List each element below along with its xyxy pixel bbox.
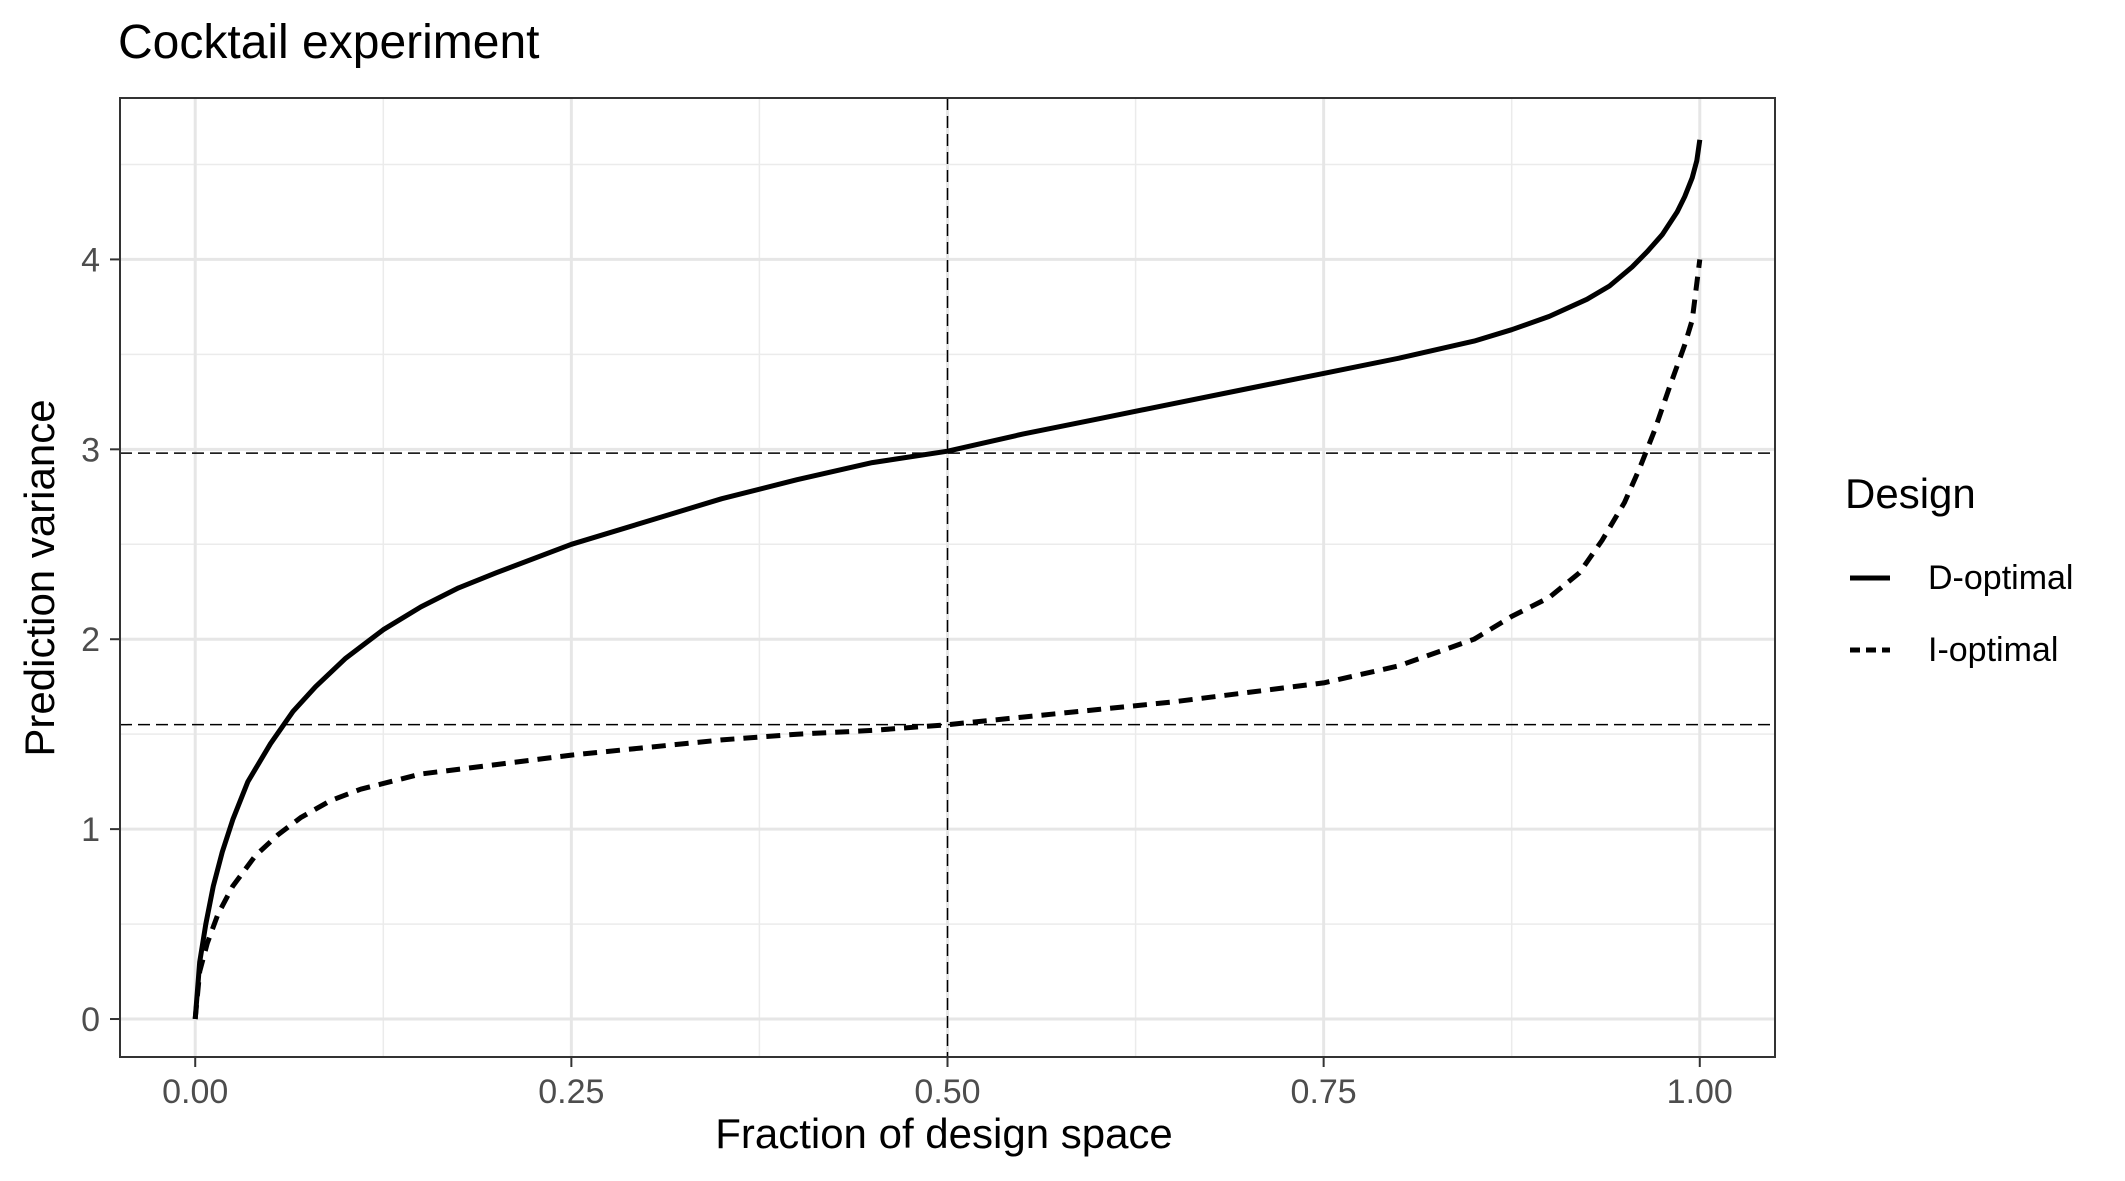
series-line-d-optimal	[192, 139, 1703, 1020]
y-tick-label: 2	[81, 621, 100, 659]
y-axis-label: Prediction variance	[16, 399, 63, 756]
x-tick-label: 0.00	[162, 1073, 228, 1111]
legend: Design D-optimal I-optimal	[1845, 470, 2073, 669]
y-tick-label: 3	[81, 431, 100, 469]
legend-title: Design	[1845, 470, 1976, 517]
legend-entries: D-optimal I-optimal	[1850, 559, 2073, 669]
reference-lines	[120, 98, 1775, 1057]
series-line-i-optimal	[192, 259, 1703, 1020]
x-tick-label: 1.00	[1667, 1073, 1733, 1111]
x-tick-label: 0.25	[538, 1073, 604, 1111]
legend-label: I-optimal	[1928, 631, 2058, 669]
x-axis-label: Fraction of design space	[715, 1110, 1173, 1157]
chart-title: Cocktail experiment	[118, 16, 540, 69]
plot-panel	[119, 97, 1776, 1058]
y-tick-label: 1	[81, 811, 100, 849]
x-axis: 0.00 0.25 0.50 0.75 1.00	[162, 1057, 1733, 1111]
series-lines	[192, 139, 1703, 1020]
y-axis: 0 1 2 3 4	[81, 241, 120, 1039]
x-tick-label: 0.50	[914, 1073, 980, 1111]
legend-label: D-optimal	[1928, 559, 2073, 597]
x-tick-label: 0.75	[1291, 1073, 1357, 1111]
y-tick-label: 4	[81, 241, 100, 279]
y-tick-label: 0	[81, 1001, 100, 1039]
